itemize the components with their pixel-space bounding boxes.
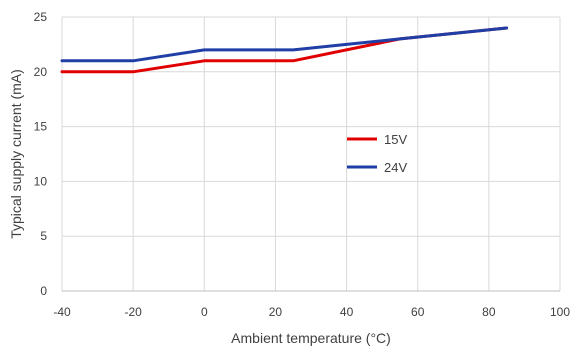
- series-lines: [60, 26, 509, 74]
- y-tick-label: 10: [34, 174, 48, 188]
- x-tick-label: 40: [340, 305, 354, 319]
- y-tick-label: 15: [34, 120, 48, 134]
- x-tick-label: 0: [201, 305, 208, 319]
- legend: 15V 24V: [347, 132, 407, 175]
- legend-label-24v: 24V: [384, 160, 407, 175]
- legend-label-15v: 15V: [384, 132, 407, 147]
- x-tick-label: 100: [550, 305, 570, 319]
- x-tick-label: 60: [411, 305, 425, 319]
- x-tick-labels: -40 -20 0 20 40 60 80 100: [53, 305, 570, 319]
- x-axis-title: Ambient temperature (°C): [231, 330, 391, 346]
- y-tick-label: 20: [34, 65, 48, 79]
- series-line-24v: [60, 26, 509, 63]
- x-tick-label: 80: [482, 305, 496, 319]
- y-tick-label: 5: [40, 229, 47, 243]
- x-tick-label: -20: [124, 305, 142, 319]
- x-tick-label: -40: [53, 305, 71, 319]
- y-tick-labels: 0 5 10 15 20 25: [34, 10, 48, 298]
- y-tick-label: 25: [34, 10, 48, 24]
- x-tick-label: 20: [269, 305, 283, 319]
- gridlines: [61, 16, 561, 291]
- y-axis-title: Typical supply current (mA): [8, 69, 24, 239]
- y-tick-label: 0: [40, 284, 47, 298]
